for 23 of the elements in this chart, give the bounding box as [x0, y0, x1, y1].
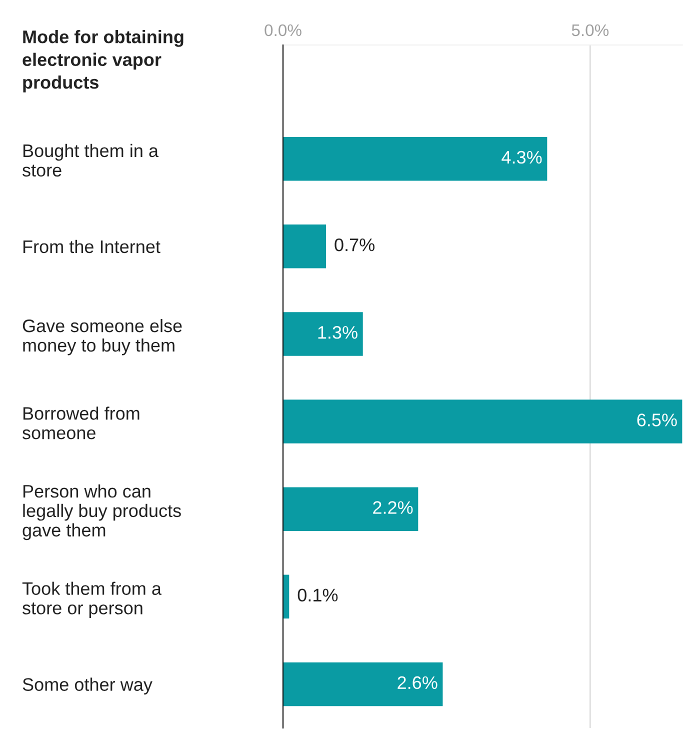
x-tick-label: 0.0%: [264, 24, 302, 36]
y-tick-label: Took them from a store or person: [22, 582, 162, 618]
y-tick-label: From the Internet: [23, 240, 160, 254]
y-tick-label: Person who can legally buy products gave them: [22, 484, 181, 540]
y-tick-label: Some other way: [22, 678, 152, 695]
data-label: 2.6%: [398, 676, 438, 690]
y-tick-label: Borrowed from someone: [22, 406, 140, 440]
data-label: 1.3%: [318, 326, 358, 339]
bar: [283, 312, 363, 356]
data-label: 4.3%: [502, 150, 542, 164]
y-tick-label: Gave someone else money to buy them: [22, 319, 182, 356]
data-label: 6.5%: [637, 414, 677, 426]
y-tick-label: Bought them in a store: [22, 144, 159, 177]
bar: [283, 136, 548, 181]
bar: [283, 487, 418, 531]
text: Mode for obtaining electronic vapor products: [22, 30, 184, 92]
bar: [283, 400, 682, 444]
data-label: 0.7%: [334, 238, 374, 252]
bar: [283, 662, 443, 706]
data-label: 2.2%: [373, 501, 413, 514]
x-tick-label: 5.0%: [572, 24, 609, 36]
bar: [283, 224, 326, 268]
data-label: 0.1%: [298, 588, 338, 602]
